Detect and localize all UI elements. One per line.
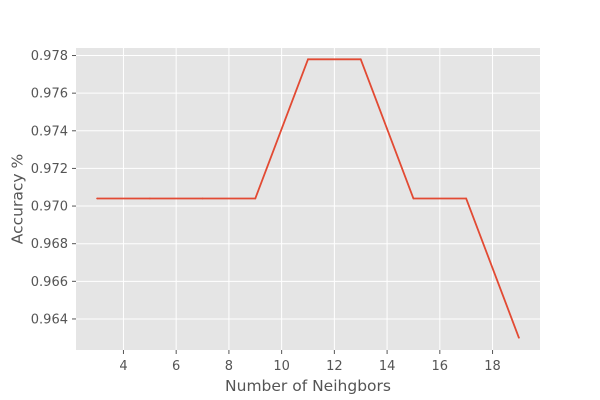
data-point <box>359 58 362 61</box>
y-axis-title: Accuracy % <box>8 154 26 244</box>
y-tick-label: 0.974 <box>31 124 68 139</box>
x-axis-title: Number of Neihgbors <box>225 377 391 395</box>
y-tick-label: 0.966 <box>31 275 68 290</box>
x-tick-label: 18 <box>484 359 501 374</box>
grid <box>76 48 540 350</box>
axis-ticks: 4 6 8 10 12 14 16 18 0.964 0.966 0.968 0.970 0.972 0.… <box>31 49 501 374</box>
data-point <box>201 197 204 200</box>
y-tick-label: 0.972 <box>31 162 68 177</box>
data-point <box>148 197 151 200</box>
y-tick-label: 0.970 <box>31 200 68 215</box>
x-tick-label: 8 <box>225 359 233 374</box>
data-point <box>307 58 309 61</box>
y-tick-label: 0.976 <box>31 87 68 102</box>
x-tick-label: 4 <box>119 359 127 374</box>
x-tick-label: 14 <box>379 359 396 374</box>
data-point <box>465 197 468 200</box>
x-tick-label: 10 <box>273 359 290 374</box>
data-point <box>518 336 520 339</box>
x-tick-label: 16 <box>432 359 449 374</box>
data-point <box>96 197 98 200</box>
x-tick-label: 12 <box>326 359 343 374</box>
series-layer <box>96 58 520 339</box>
y-tick-label: 0.978 <box>31 49 68 64</box>
data-point <box>254 197 257 200</box>
y-tick-label: 0.968 <box>31 237 68 252</box>
x-tick-label: 6 <box>172 359 180 374</box>
data-point <box>412 197 415 200</box>
y-tick-label: 0.964 <box>31 312 68 327</box>
